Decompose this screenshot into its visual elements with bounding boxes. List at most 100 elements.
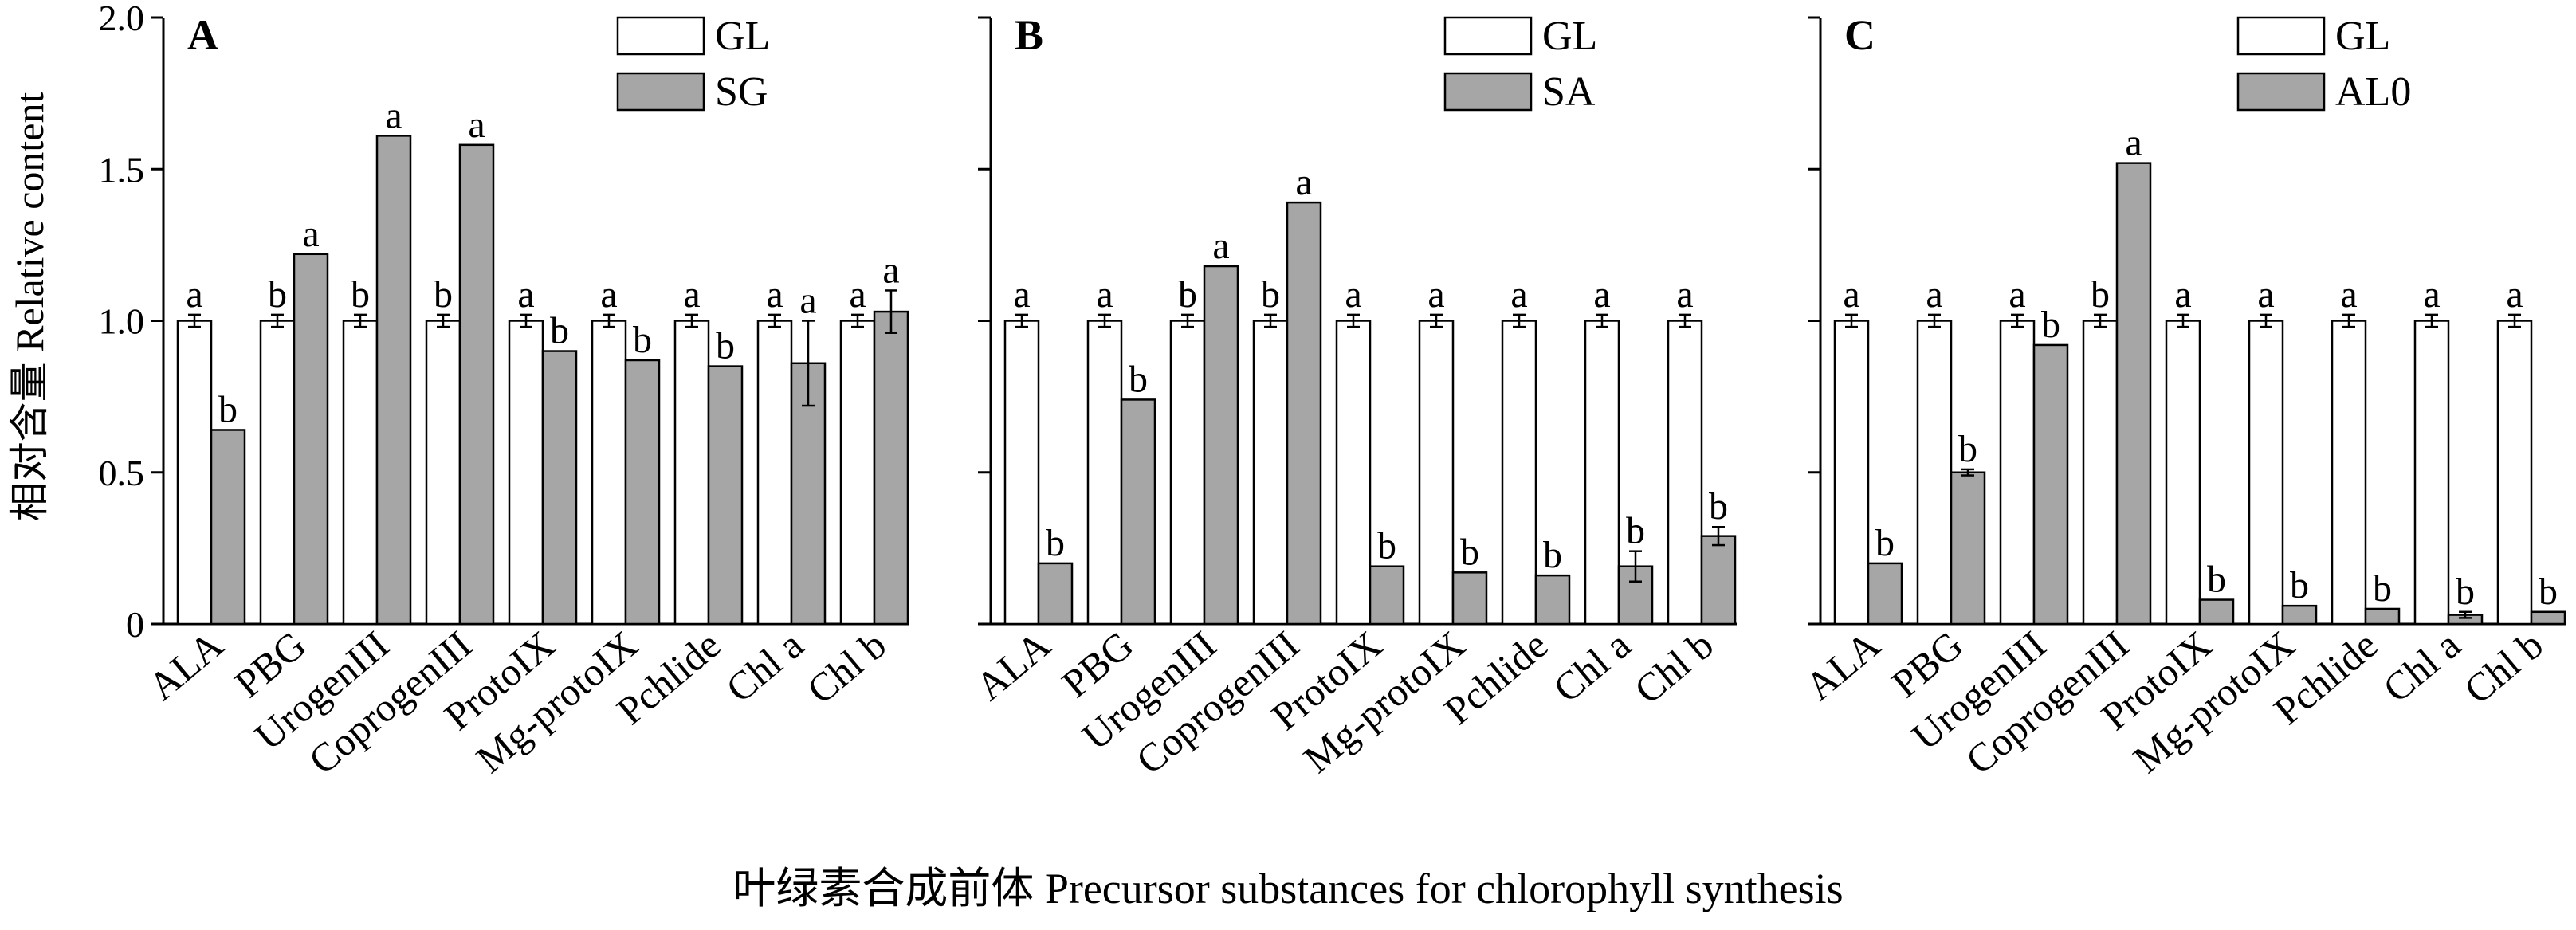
bar xyxy=(1916,320,1953,626)
significance-letter: b xyxy=(1178,273,1197,316)
legend-swatch xyxy=(616,72,705,112)
significance-letter: a xyxy=(1013,273,1030,316)
bar xyxy=(1584,320,1620,626)
significance-letter: b xyxy=(1875,522,1895,564)
significance-letter: a xyxy=(882,249,899,291)
legend-swatch xyxy=(1443,72,1533,112)
bar xyxy=(2496,320,2533,626)
bar xyxy=(2115,162,2152,626)
legend-label: AL0 xyxy=(2335,69,2411,115)
significance-letter: a xyxy=(1926,273,1942,316)
bar xyxy=(375,135,412,626)
significance-letter: a xyxy=(1510,273,1527,316)
bar xyxy=(2248,320,2284,626)
significance-letter: b xyxy=(2373,567,2392,610)
bar xyxy=(1086,320,1123,626)
x-tick-label: Chl b xyxy=(1626,622,1722,712)
significance-letter: a xyxy=(1345,273,1361,316)
significance-letter: a xyxy=(2340,273,2357,316)
bar xyxy=(2530,610,2566,626)
bar xyxy=(1999,320,2036,626)
bar xyxy=(1700,535,1737,626)
bar xyxy=(2198,598,2235,626)
legend-label: GL xyxy=(1542,14,1597,59)
bar xyxy=(1833,320,1870,626)
x-tick-label: ALA xyxy=(139,622,231,709)
significance-letter: a xyxy=(600,273,617,316)
significance-letter: b xyxy=(1046,522,1065,564)
significance-letter: a xyxy=(468,104,485,146)
significance-letter: b xyxy=(218,388,238,430)
legend-label: GL xyxy=(2335,14,2390,59)
panel-label: B xyxy=(1015,11,1043,59)
bar xyxy=(1451,571,1488,626)
bar xyxy=(2413,320,2450,626)
legend-label: GL xyxy=(715,14,770,59)
significance-letter: a xyxy=(2009,273,2025,316)
significance-letter: a xyxy=(766,273,783,316)
bar xyxy=(1667,320,1703,626)
x-axis-label: 叶绿素合成前体 Precursor substances for chlorop… xyxy=(732,865,1843,912)
bar xyxy=(2281,604,2318,626)
x-tick-label: Chl b xyxy=(2456,622,2551,712)
significance-letter: a xyxy=(385,94,402,136)
bar xyxy=(1203,265,1239,626)
bar xyxy=(293,253,329,626)
bar xyxy=(1286,201,1322,626)
bar xyxy=(2331,320,2367,626)
significance-letter: b xyxy=(716,325,735,367)
significance-letter: b xyxy=(1129,358,1148,400)
significance-letter: a xyxy=(1295,161,1312,203)
significance-letter: a xyxy=(2506,273,2523,316)
legend-swatch xyxy=(616,16,705,56)
significance-letter: a xyxy=(186,273,202,316)
bar xyxy=(756,320,793,626)
bar xyxy=(1120,398,1156,626)
bar xyxy=(210,429,246,626)
significance-letter: a xyxy=(1593,273,1610,316)
significance-letter: a xyxy=(799,280,816,322)
legend-label: SA xyxy=(1542,69,1596,115)
significance-letter: b xyxy=(2456,571,2475,613)
bar xyxy=(425,320,461,626)
bar xyxy=(1501,320,1537,626)
bar xyxy=(873,310,909,626)
bar xyxy=(259,320,296,626)
bar xyxy=(1867,562,1903,626)
y-tick-label: 1.0 xyxy=(99,301,145,342)
significance-letter: a xyxy=(2174,273,2191,316)
bar xyxy=(1252,320,1289,626)
significance-letter: a xyxy=(1096,273,1113,316)
significance-letter: a xyxy=(849,273,866,316)
bar xyxy=(1418,320,1455,626)
x-tick-label: Chl a xyxy=(1545,622,1639,712)
significance-letter: b xyxy=(1958,428,1977,470)
x-tick-label: ALA xyxy=(1797,622,1888,709)
significance-letter: b xyxy=(633,319,652,361)
significance-letter: a xyxy=(2423,273,2440,316)
bar xyxy=(1169,320,1206,626)
significance-letter: b xyxy=(2290,564,2309,606)
significance-letter: b xyxy=(2539,571,2558,613)
bar xyxy=(2082,320,2119,626)
bar xyxy=(707,365,744,626)
x-tick-label: Chl b xyxy=(799,622,894,712)
significance-letter: a xyxy=(1676,273,1693,316)
bar xyxy=(591,320,627,626)
bar xyxy=(839,320,876,626)
bar xyxy=(624,359,661,626)
significance-letter: b xyxy=(1460,531,1479,573)
bar xyxy=(458,143,495,626)
bar xyxy=(176,320,213,626)
bar xyxy=(1335,320,1372,626)
significance-letter: b xyxy=(2041,304,2060,346)
y-axis-label: 相对含量 Relative content xyxy=(7,92,52,522)
significance-letter: b xyxy=(550,310,569,352)
y-tick-label: 0 xyxy=(126,604,144,645)
bar xyxy=(1368,565,1405,626)
